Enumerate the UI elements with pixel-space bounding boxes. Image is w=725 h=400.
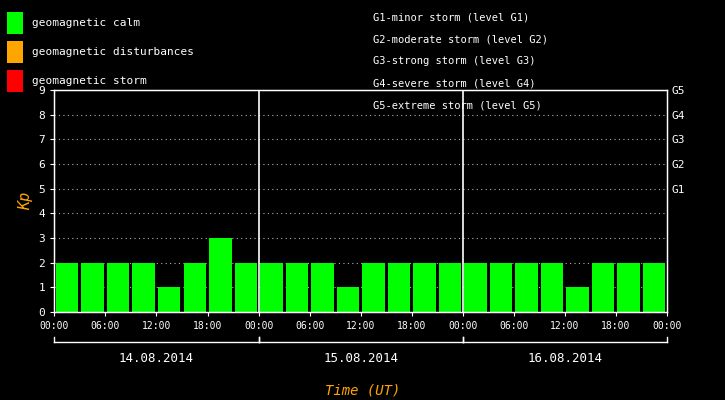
Bar: [490, 263, 513, 312]
Y-axis label: Kp: Kp: [18, 192, 33, 210]
Bar: [643, 263, 666, 312]
Bar: [56, 263, 78, 312]
Bar: [618, 263, 640, 312]
Bar: [413, 263, 436, 312]
Text: G1-minor storm (level G1): G1-minor storm (level G1): [373, 12, 530, 22]
Bar: [260, 263, 283, 312]
Bar: [286, 263, 308, 312]
Bar: [515, 263, 538, 312]
Bar: [336, 287, 359, 312]
Bar: [81, 263, 104, 312]
Bar: [311, 263, 334, 312]
Text: Time (UT): Time (UT): [325, 384, 400, 398]
Bar: [464, 263, 486, 312]
Bar: [541, 263, 563, 312]
Text: 14.08.2014: 14.08.2014: [119, 352, 194, 365]
Bar: [235, 263, 257, 312]
Text: G3-strong storm (level G3): G3-strong storm (level G3): [373, 56, 536, 66]
Bar: [107, 263, 130, 312]
Text: G4-severe storm (level G4): G4-severe storm (level G4): [373, 78, 536, 88]
Text: geomagnetic calm: geomagnetic calm: [32, 18, 140, 28]
Bar: [209, 238, 231, 312]
Bar: [388, 263, 410, 312]
Text: 15.08.2014: 15.08.2014: [323, 352, 398, 365]
Bar: [566, 287, 589, 312]
Text: G2-moderate storm (level G2): G2-moderate storm (level G2): [373, 34, 548, 44]
Text: geomagnetic disturbances: geomagnetic disturbances: [32, 47, 194, 57]
Bar: [439, 263, 461, 312]
Text: G5-extreme storm (level G5): G5-extreme storm (level G5): [373, 100, 542, 110]
Bar: [592, 263, 614, 312]
Bar: [183, 263, 206, 312]
Bar: [362, 263, 385, 312]
Bar: [133, 263, 155, 312]
Text: 16.08.2014: 16.08.2014: [527, 352, 602, 365]
Text: geomagnetic storm: geomagnetic storm: [32, 76, 146, 86]
Bar: [158, 287, 181, 312]
